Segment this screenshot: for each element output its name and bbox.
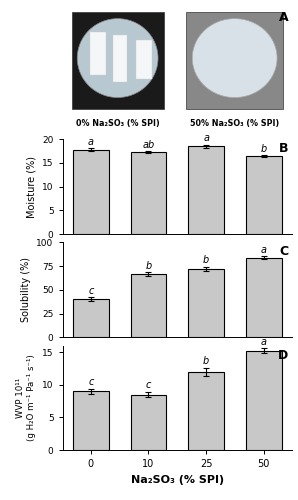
Bar [188,269,224,338]
Text: A: A [279,11,288,24]
FancyBboxPatch shape [72,12,164,108]
Text: 0% Na₂SO₃ (% SPI): 0% Na₂SO₃ (% SPI) [76,118,159,128]
Text: ab: ab [142,140,155,149]
Text: B: B [279,142,288,155]
Text: a: a [261,336,267,346]
Bar [188,372,224,450]
X-axis label: Na₂SO₃ (% SPI): Na₂SO₃ (% SPI) [131,474,224,484]
Ellipse shape [192,18,277,98]
Bar [131,394,166,450]
Text: a: a [261,244,267,254]
Bar [131,152,166,234]
Text: c: c [88,377,94,387]
Bar [73,392,109,450]
Bar [131,274,166,338]
Text: a: a [203,134,209,143]
Bar [73,150,109,234]
Bar [246,156,282,234]
Text: b: b [203,356,209,366]
Polygon shape [113,34,127,82]
Polygon shape [90,32,106,76]
FancyBboxPatch shape [187,12,283,108]
Bar [246,258,282,338]
Ellipse shape [77,18,158,98]
Text: a: a [88,138,94,147]
Text: b: b [145,260,152,270]
Y-axis label: Solubility (%): Solubility (%) [21,258,31,322]
Text: b: b [261,144,267,154]
Bar [246,351,282,450]
Y-axis label: WVP 10¹¹
(g H₂O m⁻¹ Pa⁻¹ s⁻¹): WVP 10¹¹ (g H₂O m⁻¹ Pa⁻¹ s⁻¹) [16,354,36,441]
Text: c: c [146,380,151,390]
Y-axis label: Moisture (%): Moisture (%) [27,156,36,218]
Text: b: b [203,256,209,266]
Text: c: c [88,286,94,296]
Bar [188,146,224,234]
Text: 50% Na₂SO₃ (% SPI): 50% Na₂SO₃ (% SPI) [190,118,279,128]
Polygon shape [136,40,152,79]
Bar [73,300,109,338]
Text: C: C [280,246,288,258]
Text: D: D [278,349,288,362]
